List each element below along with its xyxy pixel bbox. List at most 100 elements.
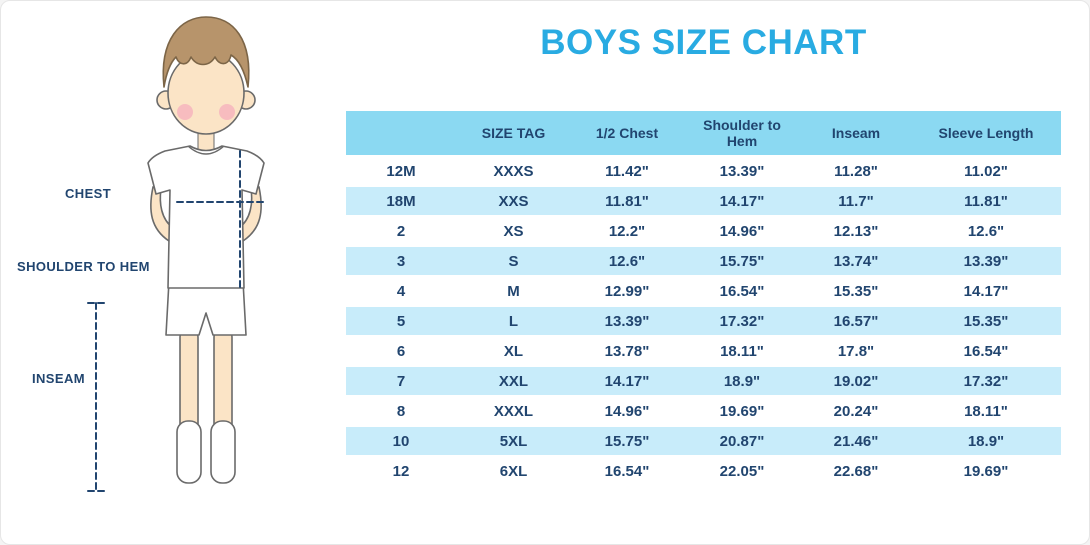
measurement-cell: 11.7" (801, 187, 911, 217)
measurement-cell: 12.6" (911, 217, 1061, 247)
corner-header-cell (346, 111, 456, 157)
table-row: 3 S 12.6" 15.75" 13.74" 13.39" (346, 247, 1061, 277)
measurement-cell: 21.46" (801, 427, 911, 457)
measurement-cell: 12.13" (801, 217, 911, 247)
table-row: 18M XXS 11.81" 14.17" 11.7" 11.81" (346, 187, 1061, 217)
measurement-cell: 18.9" (683, 367, 801, 397)
boy-right-cheek (219, 104, 235, 120)
measurement-cell: 20.24" (801, 397, 911, 427)
boy-hair (162, 16, 250, 88)
chest-label: CHEST (65, 186, 112, 201)
size-row-label: 12M (346, 157, 456, 187)
measurement-cell: 19.69" (911, 457, 1061, 487)
measurement-cell: 20.87" (683, 427, 801, 457)
measurement-cell: 11.81" (911, 187, 1061, 217)
measurement-cell: XXXS (456, 157, 571, 187)
measurement-cell: XXXL (456, 397, 571, 427)
measurement-cell: 14.17" (683, 187, 801, 217)
measurement-cell: 15.35" (801, 277, 911, 307)
measurement-cell: 14.17" (911, 277, 1061, 307)
table-row: 5 L 13.39" 17.32" 16.57" 15.35" (346, 307, 1061, 337)
boy-left-leg (179, 328, 199, 436)
size-row-label: 10 (346, 427, 456, 457)
column-header: SIZE TAG (456, 111, 571, 157)
measurement-cell: 16.54" (571, 457, 683, 487)
measurement-cell: XXL (456, 367, 571, 397)
size-row-label: 12 (346, 457, 456, 487)
boy-collar (187, 145, 225, 155)
table-row: 12M XXXS 11.42" 13.39" 11.28" 11.02" (346, 157, 1061, 187)
measurement-cell: M (456, 277, 571, 307)
measurement-cell: 11.28" (801, 157, 911, 187)
boy-left-cheek (177, 104, 193, 120)
measurement-cell: 11.02" (911, 157, 1061, 187)
measurement-cell: XXS (456, 187, 571, 217)
size-row-label: 18M (346, 187, 456, 217)
measurement-cell: XL (456, 337, 571, 367)
measurement-cell: 13.78" (571, 337, 683, 367)
measurement-cell: 15.75" (571, 427, 683, 457)
measurement-cell: 13.39" (571, 307, 683, 337)
table-row: 4 M 12.99" 16.54" 15.35" 14.17" (346, 277, 1061, 307)
inseam-label: INSEAM (32, 371, 85, 386)
measurement-cell: 11.81" (571, 187, 683, 217)
size-row-label: 2 (346, 217, 456, 247)
measurement-cell: 13.39" (683, 157, 801, 187)
size-table-head-row: SIZE TAG 1/2 Chest Shoulder to Hem Inseam Sl… (346, 111, 1061, 157)
size-row-label: 8 (346, 397, 456, 427)
column-header: Sleeve Length (911, 111, 1061, 157)
table-row: 10 5XL 15.75" 20.87" 21.46" 18.9" (346, 427, 1061, 457)
size-row-label: 5 (346, 307, 456, 337)
column-header: Shoulder to Hem (683, 111, 801, 157)
table-row: 7 XXL 14.17" 18.9" 19.02" 17.32" (346, 367, 1061, 397)
measurement-cell: 13.74" (801, 247, 911, 277)
measurement-cell: 16.54" (683, 277, 801, 307)
measurement-cell: 15.35" (911, 307, 1061, 337)
measurement-cell: 5XL (456, 427, 571, 457)
measurement-cell: 6XL (456, 457, 571, 487)
measurement-cell: 17.32" (683, 307, 801, 337)
column-header: 1/2 Chest (571, 111, 683, 157)
table-row: 12 6XL 16.54" 22.05" 22.68" 19.69" (346, 457, 1061, 487)
measurement-cell: 17.32" (911, 367, 1061, 397)
measurement-cell: 14.96" (683, 217, 801, 247)
boy-right-sock (210, 420, 236, 484)
size-table-body: 12M XXXS 11.42" 13.39" 11.28" 11.02" 18M XXS 11.… (346, 157, 1061, 487)
size-row-label: 6 (346, 337, 456, 367)
measurement-cell: 16.57" (801, 307, 911, 337)
boy-right-leg (213, 328, 233, 436)
boy-illustration: CHEST SHOULDER TO HEM INSEAM (1, 1, 346, 544)
measurement-cell: 12.6" (571, 247, 683, 277)
column-header: Inseam (801, 111, 911, 157)
measurement-cell: 18.11" (911, 397, 1061, 427)
table-row: 6 XL 13.78" 18.11" 17.8" 16.54" (346, 337, 1061, 367)
size-table: SIZE TAG 1/2 Chest Shoulder to Hem Inseam Sl… (346, 111, 1061, 487)
chart-content: BOYS SIZE CHART SIZE TAG 1/2 Chest Shoulde… (346, 1, 1061, 544)
boy-left-sock (176, 420, 202, 484)
size-row-label: 4 (346, 277, 456, 307)
measurement-cell: S (456, 247, 571, 277)
size-row-label: 3 (346, 247, 456, 277)
measurement-cell: L (456, 307, 571, 337)
table-row: 8 XXXL 14.96" 19.69" 20.24" 18.11" (346, 397, 1061, 427)
measurement-cell: XS (456, 217, 571, 247)
shoulder-to-hem-label: SHOULDER TO HEM (17, 259, 150, 274)
size-row-label: 7 (346, 367, 456, 397)
measurement-cell: 15.75" (683, 247, 801, 277)
table-row: 2 XS 12.2" 14.96" 12.13" 12.6" (346, 217, 1061, 247)
measurement-cell: 16.54" (911, 337, 1061, 367)
measurement-cell: 11.42" (571, 157, 683, 187)
measurement-cell: 19.02" (801, 367, 911, 397)
boy-shirt (147, 145, 265, 289)
page-title: BOYS SIZE CHART (540, 23, 867, 62)
measurement-cell: 22.68" (801, 457, 911, 487)
measurement-cell: 12.99" (571, 277, 683, 307)
measurement-cell: 19.69" (683, 397, 801, 427)
measurement-cell: 13.39" (911, 247, 1061, 277)
measurement-cell: 18.11" (683, 337, 801, 367)
measurement-cell: 22.05" (683, 457, 801, 487)
measurement-cell: 17.8" (801, 337, 911, 367)
boy-shorts (165, 280, 247, 336)
measurement-cell: 12.2" (571, 217, 683, 247)
